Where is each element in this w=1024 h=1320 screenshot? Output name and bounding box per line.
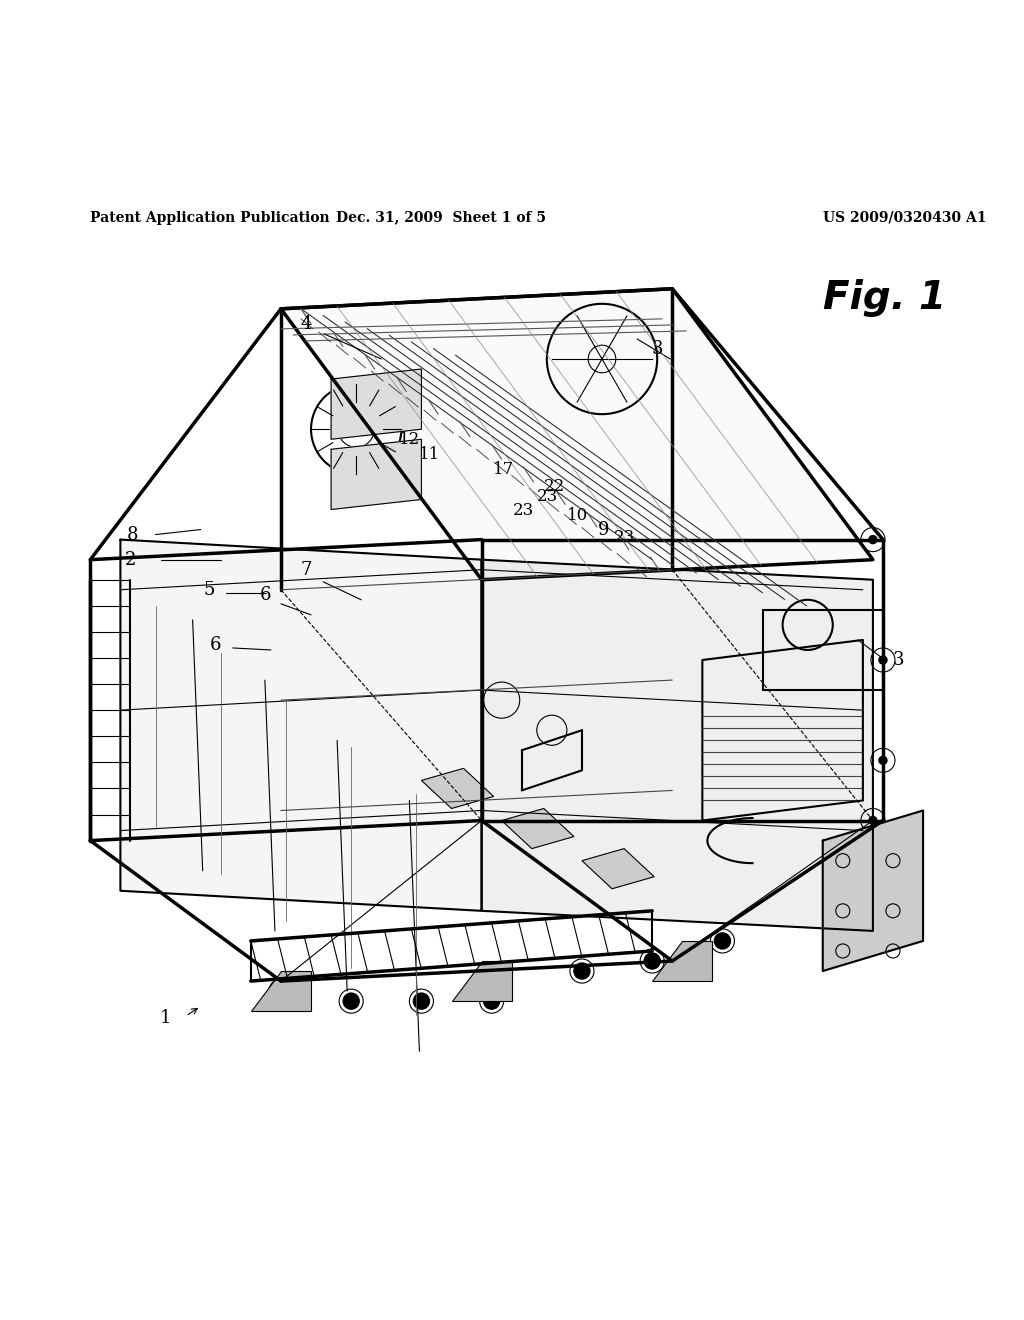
Text: Fig. 1: Fig. 1 [822, 279, 946, 317]
Polygon shape [822, 810, 923, 972]
Text: 6: 6 [260, 586, 271, 603]
Text: Dec. 31, 2009  Sheet 1 of 5: Dec. 31, 2009 Sheet 1 of 5 [337, 210, 547, 224]
Text: 7: 7 [300, 561, 311, 578]
Text: 1: 1 [160, 1010, 171, 1027]
Circle shape [273, 983, 289, 999]
Circle shape [869, 536, 877, 544]
Text: 9: 9 [598, 520, 609, 539]
Text: 5: 5 [203, 581, 214, 599]
Text: US 2009/0320430 A1: US 2009/0320430 A1 [822, 210, 986, 224]
Polygon shape [281, 289, 872, 579]
Text: 22: 22 [544, 478, 565, 495]
Text: 2: 2 [125, 550, 136, 569]
Text: 12: 12 [398, 432, 420, 449]
Text: 6: 6 [210, 636, 221, 653]
Polygon shape [251, 972, 311, 1011]
Polygon shape [502, 808, 573, 849]
Circle shape [879, 656, 887, 664]
Text: Patent Application Publication: Patent Application Publication [90, 210, 330, 224]
Text: 10: 10 [567, 507, 589, 524]
Text: 8: 8 [127, 525, 138, 544]
Circle shape [644, 953, 660, 969]
Text: 3: 3 [892, 651, 904, 669]
Polygon shape [452, 961, 512, 1001]
Text: 23: 23 [538, 488, 558, 506]
Text: 17: 17 [493, 462, 514, 478]
Polygon shape [422, 768, 494, 808]
Circle shape [715, 933, 730, 949]
Circle shape [483, 993, 500, 1010]
Circle shape [573, 964, 590, 979]
Polygon shape [652, 941, 713, 981]
Circle shape [879, 756, 887, 764]
Text: 3: 3 [651, 341, 663, 358]
Text: 23: 23 [513, 502, 535, 519]
Polygon shape [331, 440, 422, 510]
Circle shape [869, 817, 877, 825]
Polygon shape [121, 540, 481, 911]
Polygon shape [481, 560, 872, 931]
Text: 11: 11 [419, 446, 440, 463]
Text: 4: 4 [300, 315, 311, 333]
Polygon shape [331, 370, 422, 440]
Circle shape [414, 993, 429, 1010]
Text: 23: 23 [613, 528, 635, 545]
Circle shape [343, 993, 359, 1010]
Polygon shape [582, 849, 654, 888]
